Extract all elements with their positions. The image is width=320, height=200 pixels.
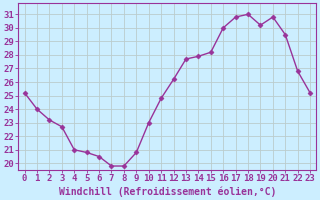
X-axis label: Windchill (Refroidissement éolien,°C): Windchill (Refroidissement éolien,°C) bbox=[59, 186, 276, 197]
